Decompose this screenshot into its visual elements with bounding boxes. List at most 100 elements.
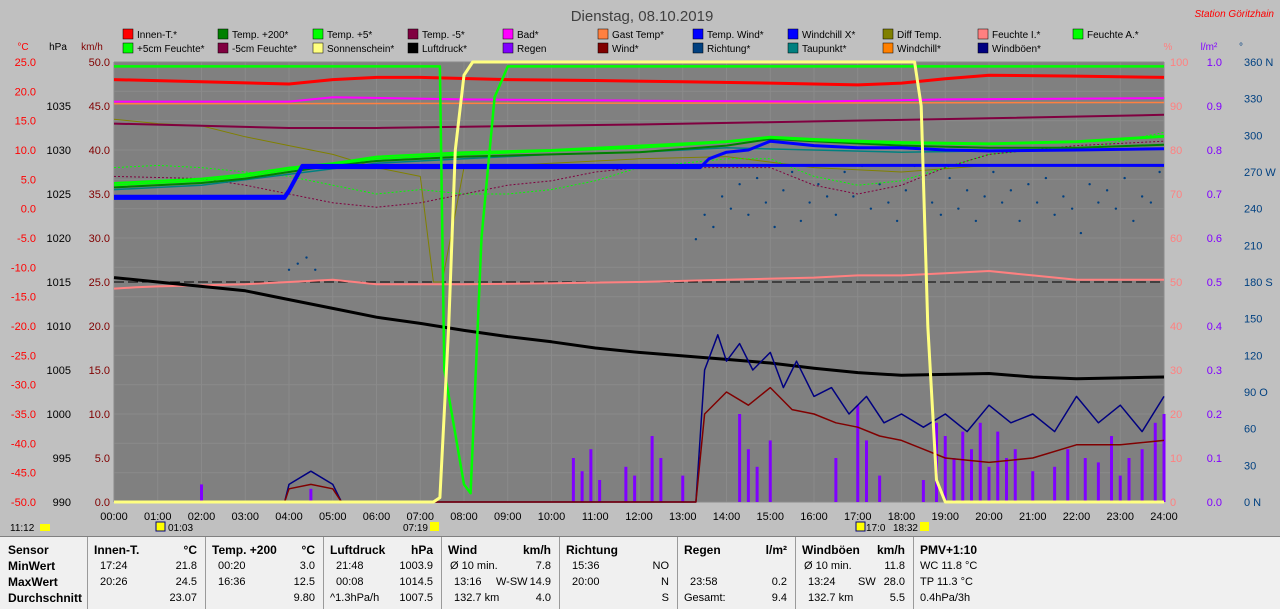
legend-swatch (597, 42, 609, 54)
summary-col-sensor: Sensor MinWert MaxWert Durchschnitt (0, 537, 88, 609)
gast-temp-line (113, 101, 1165, 105)
direction-tick: 180 S (1244, 277, 1273, 289)
legend-label: Gast Temp* (612, 30, 664, 41)
weather-chart: Dienstag, 08.10.2019 Station Göritzhain … (10, 8, 1277, 534)
time-tick: 22:00 (1063, 511, 1091, 523)
rain-bar (970, 449, 973, 502)
direction-point (825, 195, 829, 198)
time-tick: 00:00 (100, 511, 128, 523)
celsius-tick: 15.0 (15, 116, 36, 128)
direction-point (808, 201, 811, 204)
direction-tick: 300 (1244, 130, 1262, 142)
rain-bar (1053, 466, 1057, 502)
celsius-tick: -40.0 (11, 438, 36, 450)
hpa-tick: 1035 (47, 101, 71, 113)
legend: Innen-T.* Temp. +200* Temp. +5* Temp. -5* Ba… (122, 28, 1139, 55)
sensor-header: Sensor (8, 543, 49, 557)
time-tick: 12:00 (625, 511, 653, 523)
time-tick: 21:00 (1019, 511, 1047, 523)
sonnenschein-line (114, 60, 1164, 504)
wind-r1-val: 7.8 (535, 560, 551, 572)
legend-swatch (217, 28, 229, 40)
direction-point (1079, 231, 1083, 235)
legend-label: Windböen* (992, 44, 1041, 55)
celsius-tick: 25.0 (15, 57, 36, 69)
direction-point (1088, 183, 1091, 186)
direction-tick: 330 (1244, 94, 1262, 106)
kmh-tick: 0.0 (95, 497, 110, 509)
direction-point (852, 195, 855, 198)
direction-point (983, 195, 986, 198)
legend-label: Sonnenschein* (327, 44, 394, 55)
time-tick: 14:00 (713, 511, 741, 523)
legend-swatch (407, 42, 419, 54)
direction-point (1114, 207, 1118, 210)
sunrise-icon (430, 522, 439, 531)
temp200-max-val: 12.5 (293, 576, 315, 588)
innen-min-time: 17:24 (100, 560, 128, 572)
legend-label: Temp. +5* (327, 30, 372, 41)
direction-point (1140, 195, 1144, 198)
legend-label: Diff Temp. (897, 30, 942, 41)
legend-label: Feuchte A.* (1087, 30, 1139, 41)
kmh-tick: 5.0 (95, 453, 110, 465)
rain-bar (1083, 458, 1087, 502)
pmv-r1: WC 11.8 °C (920, 560, 978, 572)
kmh-tick: 10.0 (89, 409, 110, 421)
avg-label: Durchschnitt (8, 591, 83, 605)
direction-unit: ° (1239, 42, 1243, 53)
direction-point (1149, 201, 1153, 204)
direction-point (790, 170, 794, 174)
richtung-r3-val: S (661, 592, 669, 604)
rain-bar (633, 475, 637, 502)
direction-tick: 90 O (1244, 387, 1268, 399)
direction-point (1053, 213, 1056, 216)
rain-bar (1005, 458, 1008, 502)
direction-point (764, 201, 768, 204)
luftdruck-avg: 1007.5 (399, 592, 433, 604)
celsius-tick: -20.0 (11, 321, 36, 333)
rain-unit: l/m² (1201, 42, 1218, 53)
direction-point (799, 219, 803, 223)
legend-label: Bad* (517, 30, 539, 41)
direction-point (834, 213, 838, 216)
direction-point (939, 213, 943, 216)
windboeen-r2-time: 13:24 (808, 576, 836, 588)
rain-bar (624, 466, 628, 502)
rain-tick: 0.3 (1207, 365, 1222, 377)
direction-point (773, 225, 776, 229)
direction-tick: 360 N (1244, 57, 1273, 69)
temp200-max-time: 16:36 (218, 576, 246, 588)
temp200-header: Temp. +200 (212, 543, 277, 557)
direction-tick: 60 (1244, 424, 1256, 436)
time-tick: 04:00 (275, 511, 303, 523)
time-tick: 18:00 (888, 511, 916, 523)
windboeen-r2-val: 28.0 (883, 576, 905, 588)
time-tick: 03:00 (231, 511, 259, 523)
direction-tick: 270 W (1244, 167, 1276, 179)
rain-tick: 0.7 (1207, 189, 1222, 201)
temp-200-line (113, 138, 1165, 189)
time-axis: 00:00 01:00 02:00 03:00 04:00 05:00 06:00 07:00… (100, 511, 1178, 523)
percent-tick: 20 (1170, 409, 1182, 421)
axis-unit-labels: °C hPa km/h% l/m² ° (17, 42, 1243, 53)
direction-point (965, 189, 969, 192)
celsius-tick: -50.0 (11, 497, 36, 509)
legend-label: Windchill* (897, 44, 941, 55)
direction-tick: 150 (1244, 314, 1262, 326)
min-label: MinWert (8, 559, 56, 573)
percent-tick: 40 (1170, 321, 1182, 333)
moonset-time: 01:03 (168, 523, 193, 534)
direction-point (1009, 189, 1013, 192)
rain-tick: 0.4 (1207, 321, 1222, 333)
luftdruck-header: Luftdruck (330, 543, 386, 557)
kmh-unit: km/h (81, 42, 103, 53)
hpa-tick: 1020 (47, 233, 71, 245)
hpa-tick: 1015 (47, 277, 71, 289)
legend-label: Taupunkt* (802, 44, 847, 55)
summary-col-wind: Wind km/h Ø 10 min. 7.8 13:16 W-SW 14.9 132.… (442, 537, 560, 609)
direction-tick: 120 (1244, 350, 1262, 362)
wind-unit: km/h (522, 543, 551, 557)
direction-point (1062, 195, 1065, 198)
celsius-tick: -35.0 (11, 409, 36, 421)
